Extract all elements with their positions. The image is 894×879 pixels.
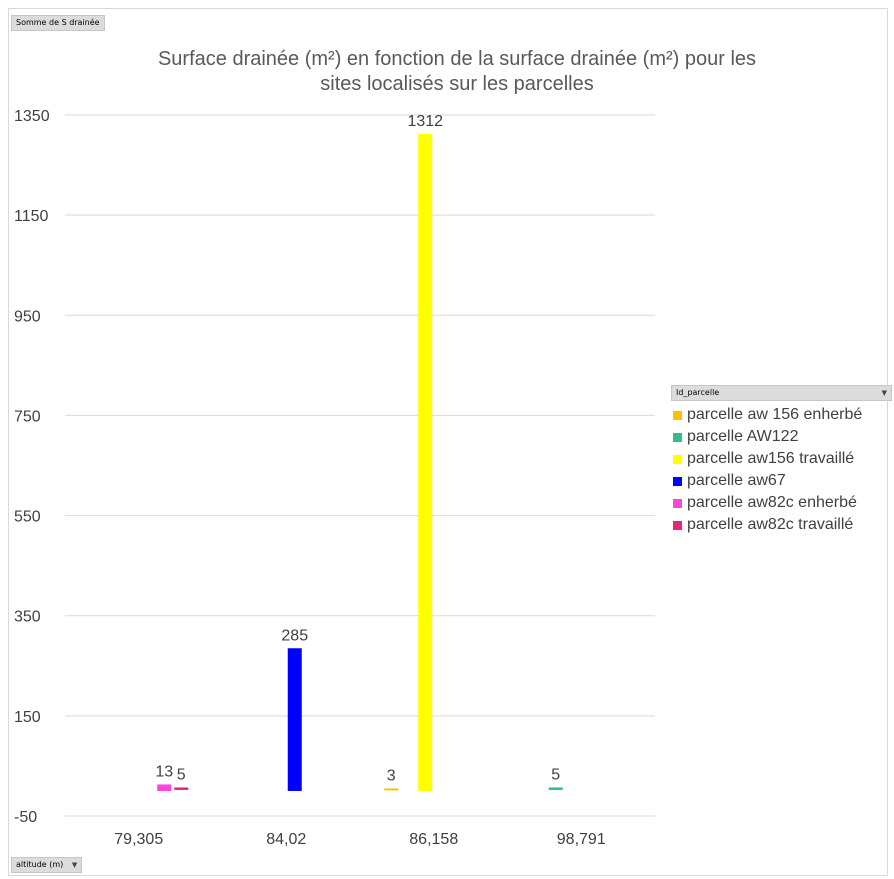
y-tick-label: 750	[14, 408, 41, 425]
y-tick-label: 1150	[14, 208, 49, 225]
legend-item[interactable]: parcelle aw67	[673, 470, 862, 492]
dropdown-arrow-icon: ▼	[71, 861, 78, 869]
legend-label: parcelle AW122	[687, 428, 799, 445]
y-tick-label: 350	[14, 609, 41, 626]
chart-area	[8, 8, 888, 876]
bar	[174, 787, 189, 790]
legend-item[interactable]: parcelle aw 156 enherbé	[673, 404, 862, 426]
legend-swatch-icon	[673, 498, 682, 508]
bar	[157, 784, 172, 791]
legend-label: parcelle aw156 travaillé	[687, 450, 855, 467]
data-label: 1312	[407, 113, 443, 130]
bar	[287, 648, 302, 791]
x-tick-label: 79,305	[114, 831, 163, 848]
data-label: 285	[281, 627, 308, 644]
bar	[548, 787, 563, 790]
legend-item[interactable]: parcelle aw156 travaillé	[673, 448, 862, 470]
legend-label: parcelle aw 156 enherbé	[687, 406, 863, 423]
legend-swatch-icon	[673, 520, 682, 530]
legend-label: parcelle aw82c travaillé	[687, 516, 854, 533]
chart-title-line: Surface drainée (m²) en fonction de la s…	[158, 48, 756, 70]
data-label: 5	[551, 766, 560, 783]
values-field-button[interactable]: Somme de S drainée	[11, 15, 105, 31]
data-label: 3	[387, 767, 396, 784]
legend-label: parcelle aw67	[687, 472, 786, 489]
legend-item[interactable]: parcelle aw82c enherbé	[673, 492, 862, 514]
legend-swatch-icon	[673, 432, 682, 442]
bar	[418, 134, 433, 791]
legend-field-label: Id_parcelle	[676, 388, 720, 397]
row-field-button[interactable]: altitude (m) ▼	[11, 857, 83, 873]
x-tick-label: 86,158	[409, 831, 458, 848]
row-field-label: altitude (m)	[16, 860, 64, 869]
data-label: 5	[177, 766, 186, 783]
values-field-label: Somme de S drainée	[16, 18, 100, 27]
legend-item[interactable]: parcelle aw82c travaillé	[673, 514, 862, 536]
y-tick-label: 950	[14, 308, 41, 325]
data-label: 13	[155, 763, 173, 780]
legend-swatch-icon	[673, 410, 682, 420]
y-tick-label: -50	[14, 809, 37, 826]
bar	[384, 788, 399, 791]
legend-swatch-icon	[673, 454, 682, 464]
legend-label: parcelle aw82c enherbé	[687, 494, 857, 511]
chart-title-line: sites localisés sur les parcelles	[320, 73, 593, 95]
y-tick-label: 1350	[14, 108, 50, 125]
legend-swatch-icon	[673, 476, 682, 486]
y-tick-label: 150	[14, 709, 41, 726]
x-tick-label: 84,02	[266, 831, 306, 848]
legend: parcelle aw 156 enherbé parcelle AW122 par…	[673, 404, 862, 536]
x-tick-label: 98,791	[557, 831, 606, 848]
legend-field-button[interactable]: Id_parcelle ▼	[671, 385, 892, 401]
y-tick-label: 550	[14, 509, 41, 526]
legend-item[interactable]: parcelle AW122	[673, 426, 862, 448]
dropdown-arrow-icon: ▼	[881, 389, 887, 397]
